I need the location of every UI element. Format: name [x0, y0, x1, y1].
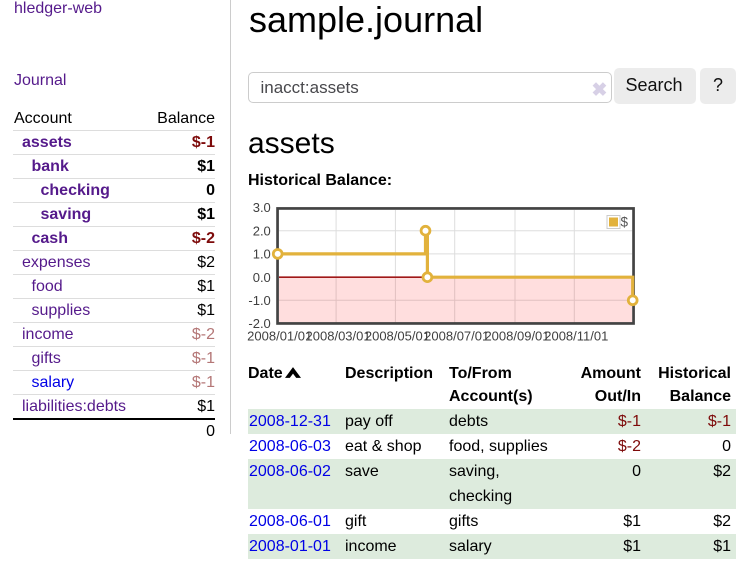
svg-text:2.0: 2.0 [253, 223, 271, 238]
svg-text:2008/07/01: 2008/07/01 [424, 329, 489, 344]
svg-text:0.0: 0.0 [253, 270, 271, 285]
svg-text:-2.0: -2.0 [248, 316, 270, 331]
svg-text:2008/05/01: 2008/05/01 [365, 329, 430, 344]
svg-text:-1.0: -1.0 [248, 293, 270, 308]
svg-text:2008/11/01: 2008/11/01 [544, 329, 608, 344]
svg-text:1.0: 1.0 [253, 247, 271, 262]
svg-text:2008/01/01: 2008/01/01 [247, 329, 312, 344]
svg-text:2008/03/01: 2008/03/01 [306, 329, 371, 344]
svg-text:2008/09/01: 2008/09/01 [484, 329, 549, 344]
svg-text:$: $ [621, 215, 629, 230]
svg-text:3.0: 3.0 [253, 200, 271, 215]
